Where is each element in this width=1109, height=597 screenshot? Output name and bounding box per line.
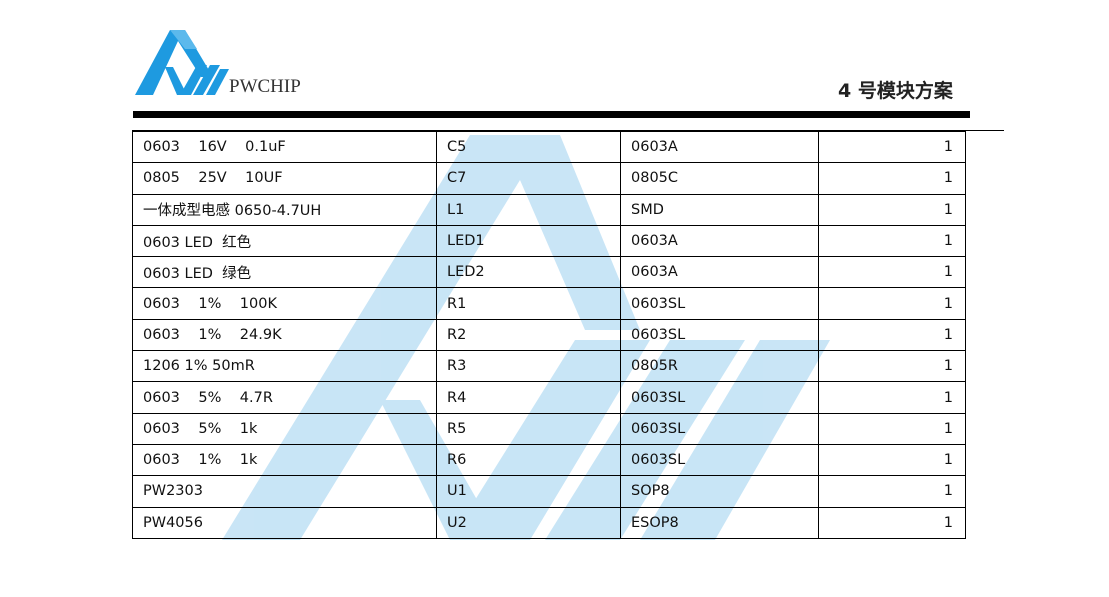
cell-quantity: 1 — [818, 287, 966, 320]
cell-footprint: 0805R — [620, 350, 819, 383]
cell-quantity: 1 — [818, 443, 966, 477]
cell-designator: R5 — [436, 412, 621, 445]
cell-footprint: 0603A — [620, 256, 819, 289]
table-row: 一体成型电感 0650-4.7UH L1 SMD 1 — [132, 193, 966, 226]
cell-footprint: 0603SL — [620, 381, 819, 414]
table-row: 0805 25V 10UF C7 0805C 1 — [132, 162, 966, 195]
cell-footprint: 0603A — [620, 130, 819, 164]
cell-designator: L1 — [436, 193, 621, 226]
cell-quantity: 1 — [818, 256, 966, 289]
cell-footprint: 0603SL — [620, 412, 819, 445]
cell-footprint: 0603SL — [620, 443, 819, 477]
cell-designator: R6 — [436, 443, 621, 477]
cell-quantity: 1 — [818, 381, 966, 414]
bom-table: 0603 16V 0.1uF C5 0603A 1 0805 25V 10UF C7 080… — [132, 130, 966, 539]
cell-designator: LED2 — [436, 256, 621, 289]
cell-quantity: 1 — [818, 412, 966, 445]
cell-quantity: 1 — [818, 162, 966, 195]
cell-description: 0603 5% 1k — [132, 412, 437, 445]
page-title: 4 号模块方案 — [838, 80, 953, 102]
header-divider — [133, 111, 970, 118]
cell-quantity: 1 — [818, 193, 966, 226]
table-row: PW2303 U1 SOP8 1 — [132, 475, 966, 508]
cell-description: 0603 16V 0.1uF — [132, 130, 437, 164]
cell-designator: R2 — [436, 318, 621, 352]
table-row: 0603 16V 0.1uF C5 0603A 1 — [132, 130, 966, 164]
table-row: 0603 1% 24.9K R2 0603SL 1 — [132, 318, 966, 352]
table-row: 0603 5% 4.7R R4 0603SL 1 — [132, 381, 966, 414]
cell-footprint: ESOP8 — [620, 506, 819, 539]
cell-footprint: 0805C — [620, 162, 819, 195]
pwchip-logo — [135, 30, 229, 95]
cell-footprint: 0603SL — [620, 287, 819, 320]
table-row: 0603 LED 绿色 LED2 0603A 1 — [132, 256, 966, 289]
cell-quantity: 1 — [818, 475, 966, 508]
cell-designator: C5 — [436, 130, 621, 164]
cell-description: 0603 LED 红色 — [132, 224, 437, 258]
cell-designator: LED1 — [436, 224, 621, 258]
table-row: 1206 1% 50mR R3 0805R 1 — [132, 350, 966, 383]
cell-designator: R4 — [436, 381, 621, 414]
table-row: PW4056 U2 ESOP8 1 — [132, 506, 966, 539]
cell-quantity: 1 — [818, 350, 966, 383]
cell-quantity: 1 — [818, 224, 966, 258]
cell-designator: R3 — [436, 350, 621, 383]
cell-description: 0603 5% 4.7R — [132, 381, 437, 414]
cell-description: PW4056 — [132, 506, 437, 539]
cell-footprint: 0603SL — [620, 318, 819, 352]
cell-quantity: 1 — [818, 506, 966, 539]
table-row: 0603 5% 1k R5 0603SL 1 — [132, 412, 966, 445]
table-row: 0603 1% 1k R6 0603SL 1 — [132, 443, 966, 477]
cell-description: 一体成型电感 0650-4.7UH — [132, 193, 437, 226]
table-row: 0603 LED 红色 LED1 0603A 1 — [132, 224, 966, 258]
table-row: 0603 1% 100K R1 0603SL 1 — [132, 287, 966, 320]
cell-quantity: 1 — [818, 318, 966, 352]
brand-name: PWCHIP — [229, 76, 301, 97]
cell-designator: U1 — [436, 475, 621, 508]
cell-footprint: SMD — [620, 193, 819, 226]
table-top-line — [132, 130, 1004, 131]
cell-description: 1206 1% 50mR — [132, 350, 437, 383]
cell-description: 0603 1% 100K — [132, 287, 437, 320]
cell-description: 0805 25V 10UF — [132, 162, 437, 195]
cell-description: 0603 1% 1k — [132, 443, 437, 477]
cell-description: PW2303 — [132, 475, 437, 508]
cell-description: 0603 1% 24.9K — [132, 318, 437, 352]
cell-footprint: SOP8 — [620, 475, 819, 508]
cell-designator: R1 — [436, 287, 621, 320]
cell-footprint: 0603A — [620, 224, 819, 258]
cell-designator: U2 — [436, 506, 621, 539]
cell-quantity: 1 — [818, 130, 966, 164]
cell-description: 0603 LED 绿色 — [132, 256, 437, 289]
cell-designator: C7 — [436, 162, 621, 195]
